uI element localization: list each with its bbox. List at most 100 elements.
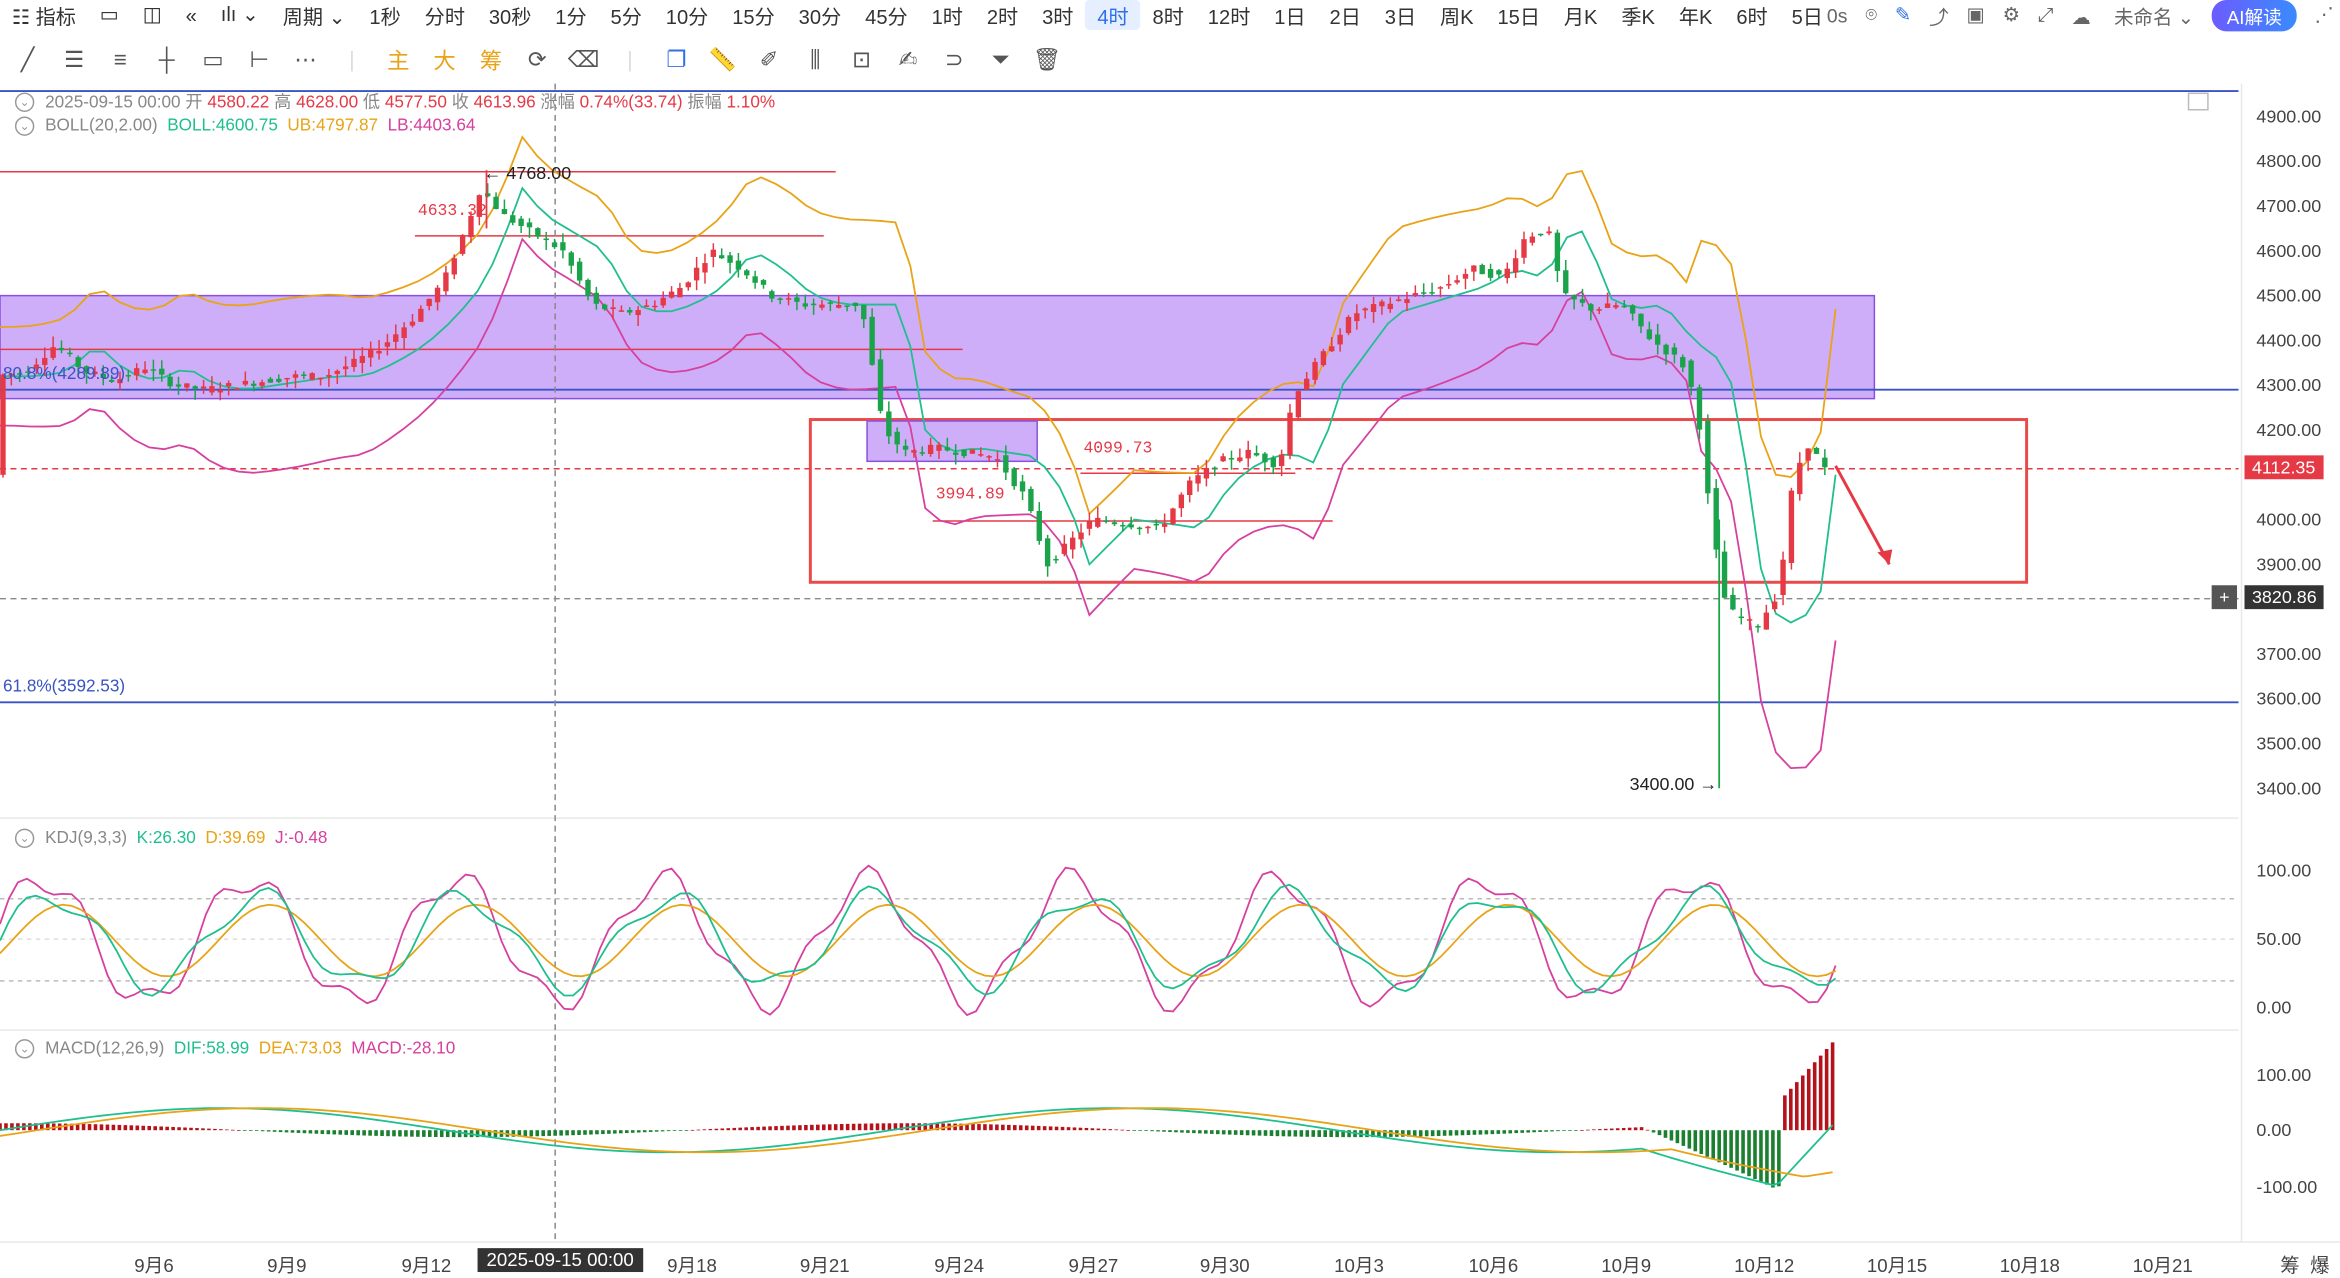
period-19[interactable]: 15日 [1497,5,1541,29]
macd-bar [1084,1127,1089,1131]
candle-body [668,291,675,298]
candle-body [510,215,516,223]
macd-bar [1317,1130,1322,1137]
replay-icon[interactable]: « [185,3,197,27]
macd-bar [1257,1130,1262,1136]
candle-body [585,279,591,296]
macd-bar [935,1123,939,1131]
chip-icon[interactable]: 筹 [479,48,503,74]
chip-corner-label[interactable]: 筹 [2280,1254,2300,1277]
rect-tool-icon[interactable]: ▭ [202,47,224,74]
lock-icon[interactable]: ⊡ [852,47,872,74]
period-22[interactable]: 年K [1678,5,1713,29]
period-5[interactable]: 10分 [665,5,709,29]
period-17[interactable]: 3日 [1384,5,1417,29]
split-icon[interactable]: ◫ [142,2,162,26]
period-8[interactable]: 45分 [865,5,908,29]
camera-icon[interactable]: ⌾ [1865,2,1877,26]
period-21[interactable]: 季K [1621,5,1655,29]
main-icon[interactable]: 主 [387,48,410,74]
candle-icon[interactable]: ⫼ [810,47,821,73]
candle-body [643,305,650,307]
burst-corner-label[interactable]: 爆 [2310,1254,2330,1277]
period-10[interactable]: 2时 [986,5,1019,29]
period-4[interactable]: 5分 [610,5,642,29]
toggle-icon[interactable]: ⌄ [14,1039,35,1059]
sync-icon[interactable]: ⟳ [527,47,547,74]
boll-lb: LB:4403.64 [387,117,476,136]
period-dropdown[interactable]: 周期 ⌄ [282,5,346,29]
toggle-icon[interactable]: ⌄ [14,116,35,136]
period-0[interactable]: 1秒 [369,5,401,29]
macd-bar [380,1130,384,1137]
candle-body [1713,488,1719,550]
period-3[interactable]: 1分 [555,5,587,29]
period-7[interactable]: 30分 [798,5,842,29]
big-icon[interactable]: 大 [433,48,456,74]
indicator-button[interactable]: ☷ 指标 [11,5,76,29]
period-6[interactable]: 15分 [732,5,775,29]
delete-icon[interactable]: 🗑 [1032,47,1062,74]
crosshair-plus-icon[interactable]: + [2211,585,2238,610]
period-11[interactable]: 3时 [1042,5,1074,29]
macd-bar [1060,1126,1065,1131]
clear-draw-icon[interactable]: ⌫ [567,47,600,74]
period-1[interactable]: 分时 [424,5,465,29]
ai-explain-button[interactable]: AI解读 [2211,0,2297,31]
toggle-icon[interactable]: ⌄ [14,93,35,113]
macd-bar [189,1127,193,1131]
pen-icon[interactable]: ✎ [1894,2,1912,26]
period-24[interactable]: 5日 [1791,5,1823,29]
settings-icon[interactable]: ⚙ [2002,2,2021,26]
macd-bar [1126,1130,1131,1131]
chart-type-icon[interactable]: ılı ⌄ [220,2,259,26]
hline-tool-icon[interactable]: ☰ [63,47,85,74]
macd-dif-line [0,1107,1834,1186]
brush-icon[interactable]: ✐ [759,47,779,74]
macd-bar [1699,1130,1704,1155]
period-18[interactable]: 周K [1439,5,1474,29]
candle-body [543,238,549,241]
period-2[interactable]: 30秒 [488,5,532,29]
expand-icon[interactable] [2187,92,2209,111]
toggle-icon[interactable]: ⌄ [14,828,35,849]
date-tick: 10月3 [1334,1255,1384,1277]
export-icon[interactable]: ⤴ [1929,5,1949,28]
period-15[interactable]: 1日 [1274,5,1306,29]
candle-body [150,369,157,371]
period-9[interactable]: 1时 [931,5,963,29]
candle-body [1738,616,1744,619]
period-12[interactable]: 4时 [1085,0,1141,30]
period-16[interactable]: 2日 [1329,5,1361,29]
period-20[interactable]: 月K [1563,5,1598,29]
period-23[interactable]: 6时 [1736,5,1768,29]
save-icon[interactable]: ▣ [1966,2,1985,26]
magnet-icon[interactable]: ⊃ [944,47,964,74]
line-tool-icon[interactable]: ╱ [20,47,35,74]
filter-icon[interactable]: ⏷ [991,47,1010,73]
period-13[interactable]: 8时 [1152,5,1184,29]
amp-label: 振幅 [687,94,722,112]
layout-icon[interactable]: ▭ [99,2,119,26]
macd-bar [839,1124,844,1131]
macd-bar [99,1124,104,1131]
ruler-icon[interactable]: 📏 [708,47,737,74]
copy-icon[interactable]: ❐ [666,47,687,74]
share-icon[interactable]: ⋰ [2314,2,2335,26]
candle-body [1813,447,1820,454]
macd-bar [1347,1130,1351,1138]
macd-bar [1132,1130,1136,1131]
macd-bar [356,1130,360,1136]
candle-body [1554,232,1561,271]
crossline-tool-icon[interactable]: ┼ [158,47,175,73]
fullscreen-icon[interactable]: ⤢ [2037,2,2054,26]
note-icon[interactable]: ✍ [898,47,918,74]
more-tools-icon[interactable]: ⋯ [294,47,317,74]
high-label: 高 [274,94,292,112]
period-14[interactable]: 12时 [1207,5,1251,29]
range-tool-icon[interactable]: ⊢ [249,47,270,74]
channel-tool-icon[interactable]: ≡ [113,47,127,73]
cloud-icon[interactable]: ☁ 未命名 ⌄ [2071,5,2195,28]
boll-legend: ⌄ BOLL(20,2.00) BOLL:4600.75 UB:4797.87 … [14,116,476,136]
